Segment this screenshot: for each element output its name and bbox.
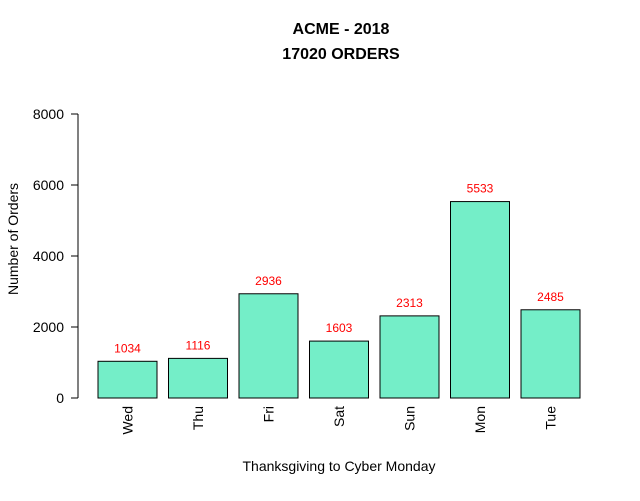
data-label-thu: 1116	[186, 338, 211, 352]
bar-sun	[379, 315, 440, 399]
y-tick-label: 4000	[33, 248, 64, 264]
x-tick-label-tue: Tue	[543, 406, 559, 430]
bar-sat	[309, 340, 369, 399]
bar-fri	[238, 293, 299, 399]
data-label-mon: 5533	[467, 182, 494, 196]
x-tick-label-sat: Sat	[331, 406, 347, 427]
x-axis-label: Thanksgiving to Cyber Monday	[243, 458, 436, 474]
bar-thu	[168, 357, 228, 399]
y-tick-label: 2000	[33, 319, 64, 335]
x-tick-label-wed: Wed	[120, 406, 136, 435]
chart-title-line2: 17020 ORDERS	[282, 46, 400, 63]
bar-wed	[97, 360, 158, 399]
data-label-wed: 1034	[114, 341, 141, 355]
x-tick-label-fri: Fri	[261, 406, 277, 422]
x-tick-label-sun: Sun	[402, 406, 418, 431]
y-tick-label: 8000	[33, 106, 64, 122]
bars-group: 1034 Wed 1116 Thu 2936 Fri 1603 Sat 2313 Sun 5533 M…	[97, 182, 581, 435]
chart-title-line1: ACME - 2018	[293, 21, 390, 38]
x-tick-label-mon: Mon	[472, 406, 488, 433]
data-label-tue: 2485	[537, 290, 564, 304]
data-label-fri: 2936	[255, 274, 282, 288]
x-tick-label-thu: Thu	[190, 406, 206, 430]
y-axis: 0 2000 4000 6000 8000	[33, 106, 79, 406]
y-tick-label: 6000	[33, 177, 64, 193]
bar-mon	[450, 201, 510, 399]
data-label-sat: 1603	[326, 321, 353, 335]
y-tick-label: 0	[56, 390, 64, 406]
data-label-sun: 2313	[396, 296, 423, 310]
y-axis-label: Number of Orders	[5, 183, 21, 295]
bar-tue	[520, 309, 581, 399]
